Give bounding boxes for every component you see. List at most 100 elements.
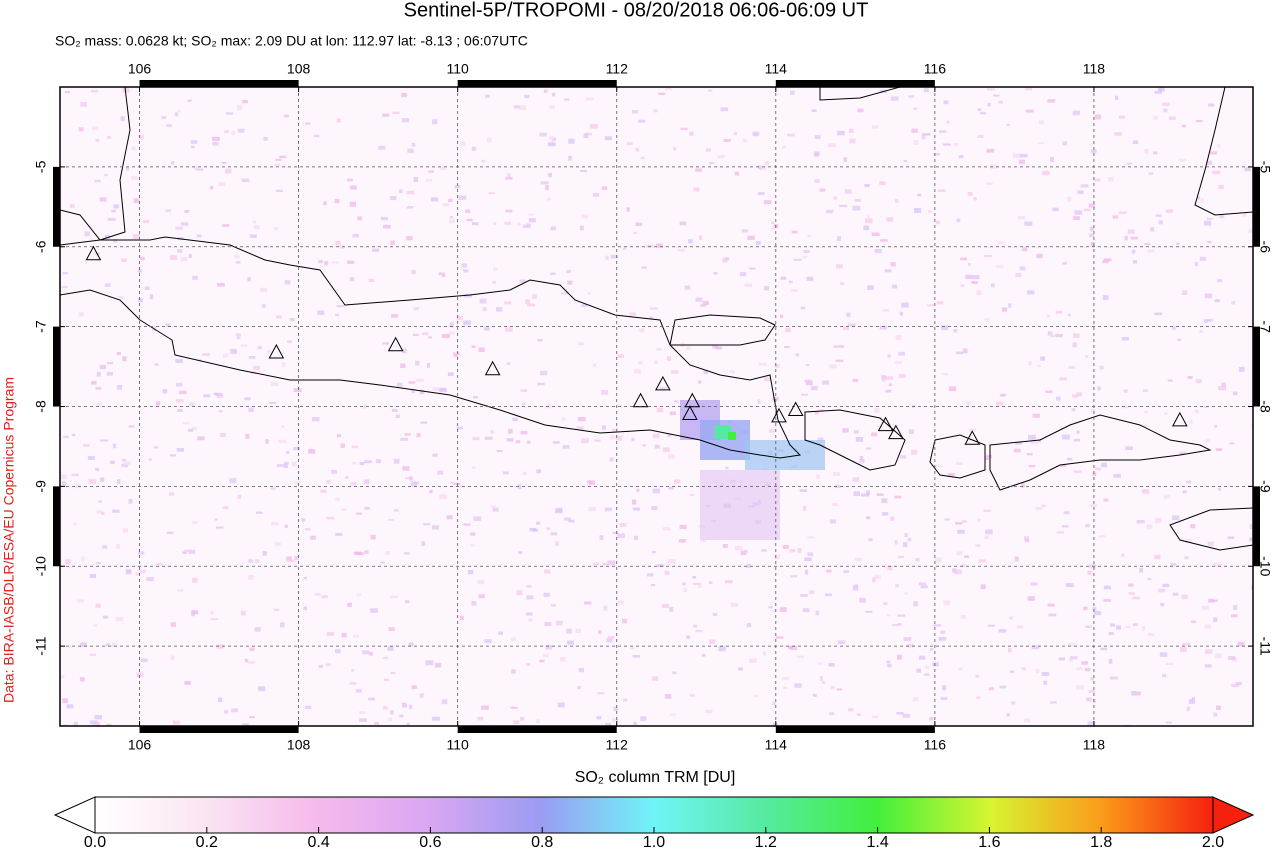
noise-pixel (828, 143, 836, 148)
noise-pixel (561, 417, 566, 421)
noise-pixel (986, 88, 995, 91)
colorbar-tick-label: 1.4 (866, 834, 888, 851)
noise-pixel (1217, 487, 1222, 491)
source-credit: Data: BIRA-IASB/DLR/ESA/EU Copernicus Pr… (1, 377, 17, 703)
x-tick-label: 110 (447, 61, 470, 77)
noise-pixel (345, 476, 349, 479)
noise-pixel (976, 696, 981, 699)
noise-pixel (528, 213, 534, 216)
noise-pixel (652, 488, 660, 494)
noise-pixel (730, 602, 739, 607)
noise-pixel (997, 241, 1004, 245)
noise-pixel (1038, 120, 1044, 125)
noise-pixel (960, 614, 966, 619)
noise-pixel (274, 163, 281, 167)
noise-pixel (1207, 319, 1213, 322)
noise-pixel (404, 552, 410, 555)
noise-pixel (903, 637, 912, 641)
noise-pixel (1131, 249, 1136, 254)
noise-pixel (1200, 198, 1204, 203)
noise-pixel (1213, 617, 1218, 622)
noise-pixel (1018, 159, 1025, 165)
noise-pixel (899, 455, 907, 459)
noise-pixel (1090, 149, 1097, 153)
noise-pixel (941, 372, 949, 376)
noise-pixel (802, 255, 807, 259)
noise-pixel (892, 624, 899, 627)
coastlines (60, 87, 1253, 551)
noise-pixel (105, 643, 110, 647)
noise-pixel (656, 347, 662, 351)
noise-pixel (192, 577, 198, 583)
noise-pixel (793, 258, 802, 261)
noise-pixel (664, 694, 672, 699)
noise-pixel (74, 484, 81, 489)
noise-pixel (638, 360, 643, 365)
noise-pixel (1124, 626, 1131, 629)
noise-pixel (326, 479, 331, 484)
noise-pixel (276, 189, 283, 193)
colorbar-under (53, 796, 96, 834)
noise-pixel (504, 301, 512, 305)
noise-pixel (661, 603, 670, 608)
noise-pixel (1085, 524, 1090, 528)
noise-pixel (539, 659, 545, 663)
noise-pixel (795, 353, 799, 357)
noise-pixel (90, 573, 97, 579)
noise-pixel (546, 527, 550, 530)
noise-pixel (797, 548, 802, 553)
noise-pixel (184, 549, 190, 553)
noise-pixel (812, 694, 817, 697)
noise-pixel (656, 243, 663, 248)
noise-pixel (484, 436, 493, 440)
noise-pixel (1186, 706, 1190, 712)
noise-pixel (891, 284, 898, 289)
noise-pixel (408, 381, 416, 384)
noise-pixel (137, 269, 142, 273)
noise-pixel (334, 198, 340, 204)
noise-pixel (1124, 235, 1128, 241)
noise-pixel (516, 590, 523, 596)
noise-pixel (144, 286, 150, 290)
noise-pixel (249, 234, 258, 238)
noise-pixel (1153, 116, 1158, 120)
noise-pixel (520, 389, 527, 393)
noise-pixel (683, 587, 687, 593)
noise-pixel (331, 469, 337, 474)
noise-pixel (610, 435, 615, 440)
frame-bar (53, 326, 60, 407)
noise-pixel (248, 356, 256, 359)
noise-pixel (1036, 364, 1041, 367)
noise-pixel (679, 524, 687, 530)
noise-pixel (1197, 196, 1201, 200)
noise-pixel (287, 340, 292, 343)
noise-pixel (472, 396, 478, 399)
noise-pixel (481, 159, 486, 163)
noise-pixel (216, 393, 224, 398)
noise-pixel (640, 156, 645, 160)
noise-pixel (479, 298, 487, 304)
noise-pixel (388, 518, 394, 521)
noise-pixel (155, 401, 161, 406)
noise-pixel (156, 563, 163, 566)
noise-pixel (382, 705, 388, 710)
noise-pixel (1097, 386, 1101, 391)
noise-pixel (953, 329, 958, 333)
noise-pixel (123, 461, 131, 466)
noise-pixel (715, 346, 722, 350)
noise-pixel (1102, 259, 1109, 264)
noise-pixel (601, 425, 606, 430)
noise-pixel (693, 187, 700, 192)
noise-pixel (1231, 301, 1236, 305)
noise-pixel (1206, 160, 1213, 165)
noise-pixel (779, 607, 787, 612)
noise-pixel (1026, 453, 1033, 456)
noise-pixel (768, 606, 773, 609)
noise-pixel (859, 458, 865, 463)
noise-pixel (1088, 233, 1095, 238)
noise-pixel (93, 624, 98, 627)
noise-pixel (865, 218, 873, 224)
noise-pixel (734, 171, 739, 176)
noise-pixel (359, 718, 367, 722)
noise-pixel (713, 272, 718, 275)
